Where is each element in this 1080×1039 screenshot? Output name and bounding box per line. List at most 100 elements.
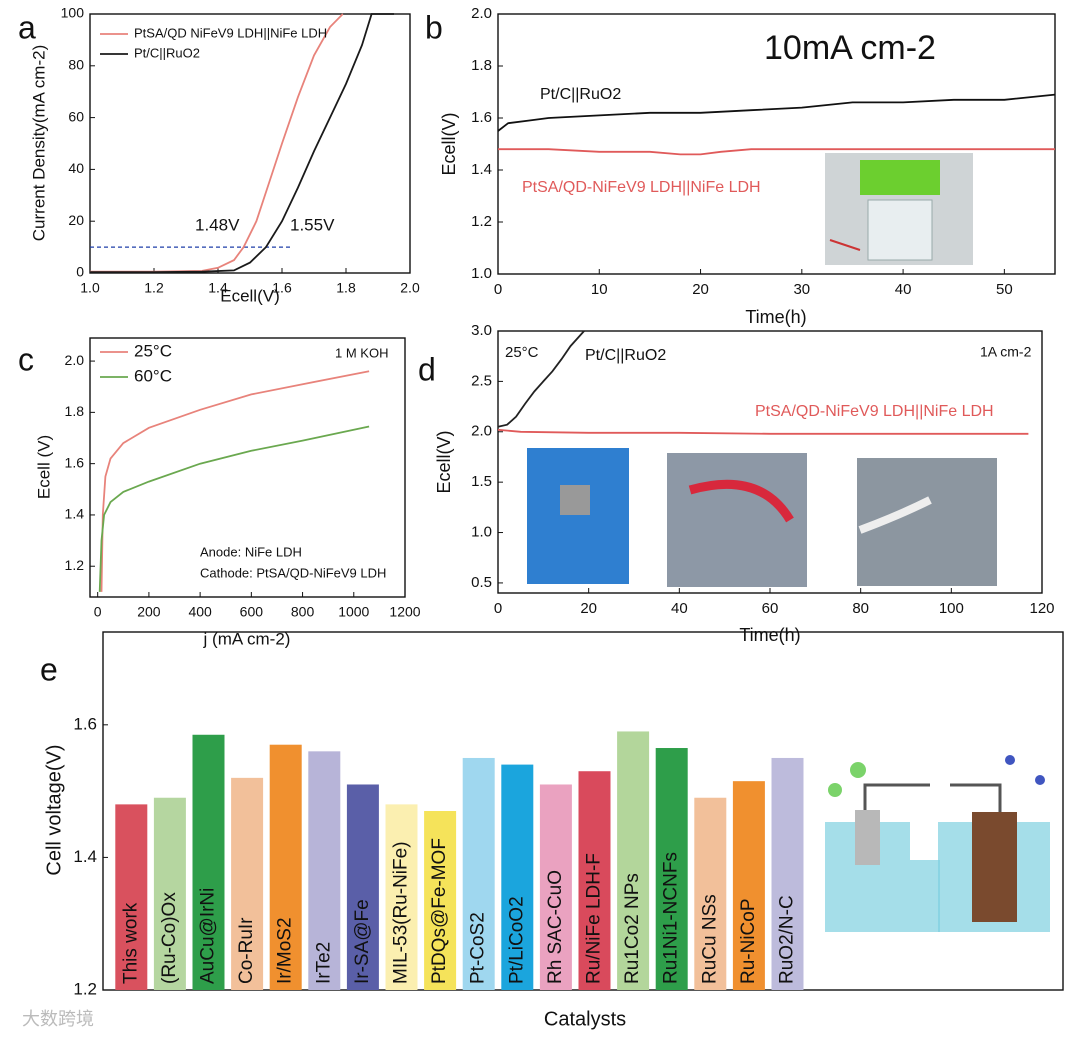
inset-photos-d: [527, 448, 997, 587]
bar-label: This work: [120, 902, 141, 984]
bar-label: (Ru-Co)Ox: [159, 892, 180, 984]
x-tick-label: 1.0: [80, 280, 100, 296]
x-axis-title: j (mA cm-2): [203, 629, 291, 648]
legend-label: 25°C: [134, 341, 172, 360]
x-axis-title: Time(h): [745, 307, 806, 327]
y-tick-label: 1.4: [471, 161, 492, 178]
x-tick-label: 80: [852, 600, 869, 617]
bar-label: Rh SAC-CuO: [545, 870, 566, 984]
y-tick-label: 2.0: [471, 5, 492, 22]
bar: [308, 751, 341, 990]
y-tick-label: 2.0: [471, 423, 492, 440]
electrolyzer-illustration: [825, 755, 1050, 932]
y-tick-label: 1.2: [65, 557, 85, 573]
bar-label: IrTe2: [313, 942, 334, 984]
annotation: 10mA cm-2: [764, 29, 936, 67]
x-tick-label: 1.6: [272, 280, 292, 296]
bar: [115, 804, 148, 990]
bar-label: MIL-53(Ru-NiFe): [391, 841, 412, 984]
annotation: 1.55V: [290, 215, 335, 234]
annotation: 1A cm-2: [980, 344, 1032, 360]
x-tick-label: 20: [692, 281, 709, 298]
x-tick-label: 30: [793, 281, 810, 298]
series-line: [90, 13, 394, 274]
annotation: 1.48V: [195, 215, 240, 234]
x-tick-label: 40: [671, 600, 688, 617]
annotation: 25°C: [505, 344, 539, 361]
y-tick-label: 1.2: [471, 213, 492, 230]
y-tick-label: 1.4: [73, 847, 97, 866]
x-axis-title: Catalysts: [544, 1008, 626, 1030]
panel-letter: c: [18, 341, 34, 377]
bar: [771, 757, 804, 990]
bar: [617, 731, 650, 990]
panel-letter: e: [40, 651, 58, 687]
bar: [655, 748, 688, 990]
y-tick-label: 80: [68, 57, 84, 73]
series-label: PtSA/QD-NiFeV9 LDH||NiFe LDH: [522, 179, 761, 196]
bar: [462, 757, 495, 990]
y-tick-label: 1.8: [65, 403, 85, 419]
bar: [424, 811, 457, 990]
bar: [539, 784, 572, 990]
bar-label: Ru1Co2 NPs: [622, 873, 643, 984]
x-tick-label: 0: [494, 281, 502, 298]
y-tick-label: 2.5: [471, 372, 492, 389]
x-tick-label: 400: [188, 604, 212, 620]
series-line: [497, 93, 1056, 132]
y-tick-label: 1.2: [73, 979, 97, 998]
y-axis-title: Cell voltage(V): [43, 744, 65, 875]
bar: [501, 764, 534, 990]
plot-frame: [89, 13, 411, 274]
bar: [153, 797, 186, 990]
x-tick-label: 100: [939, 600, 964, 617]
panel-letter: d: [418, 351, 436, 387]
bar-label: Pt-CoS2: [468, 912, 489, 984]
bar-label: Ru/NiFe LDH-F: [584, 853, 605, 984]
y-axis-title: Ecell (V): [34, 435, 53, 499]
y-tick-label: 1.8: [471, 57, 492, 74]
bar: [732, 781, 765, 990]
bar: [385, 804, 418, 990]
plot-frame: [89, 337, 406, 598]
bar-label: Ru-NiCoP: [738, 898, 759, 984]
annotation: 1 M KOH: [335, 345, 388, 360]
bar-label: RuO2/N-C: [777, 895, 798, 984]
bar-label: Pt/LiCoO2: [506, 896, 527, 984]
x-tick-label: 1.8: [336, 280, 356, 296]
x-tick-label: 2.0: [400, 280, 420, 296]
y-tick-label: 1.5: [471, 473, 492, 490]
y-tick-label: 20: [68, 212, 84, 228]
x-tick-label: 800: [291, 604, 315, 620]
y-axis-title: Ecell(V): [434, 430, 454, 493]
y-tick-label: 1.4: [65, 506, 85, 522]
bar-label: AuCu@IrNi: [198, 888, 219, 984]
annotation: Anode: NiFe LDH: [200, 544, 302, 559]
x-tick-label: 50: [996, 281, 1013, 298]
y-tick-label: 1.6: [65, 454, 85, 470]
x-tick-label: 10: [591, 281, 608, 298]
y-tick-label: 1.6: [73, 714, 97, 733]
bar-label: PtDQs@Fe-MOF: [429, 838, 450, 984]
series-line: [100, 370, 370, 592]
legend-label: 60°C: [134, 366, 172, 385]
series-line: [498, 148, 1055, 156]
series-label: Pt/C||RuO2: [540, 86, 621, 103]
bar-label: Ru1Ni1-NCNFs: [661, 852, 682, 984]
y-tick-label: 0: [76, 264, 84, 280]
y-tick-label: 1.0: [471, 265, 492, 282]
y-tick-label: 3.0: [471, 322, 492, 339]
bar: [231, 777, 264, 990]
series-line: [98, 425, 370, 592]
x-tick-label: 1.2: [144, 280, 164, 296]
x-tick-label: 600: [240, 604, 264, 620]
x-tick-label: 120: [1029, 600, 1054, 617]
panel-letter: b: [425, 9, 443, 45]
bar: [269, 744, 302, 990]
bar-label: Ir/MoS2: [275, 917, 296, 984]
bar: [578, 771, 611, 990]
legend-label: Pt/C||RuO2: [134, 45, 200, 60]
x-axis-title: Time(h): [739, 625, 800, 645]
y-tick-label: 2.0: [65, 352, 85, 368]
